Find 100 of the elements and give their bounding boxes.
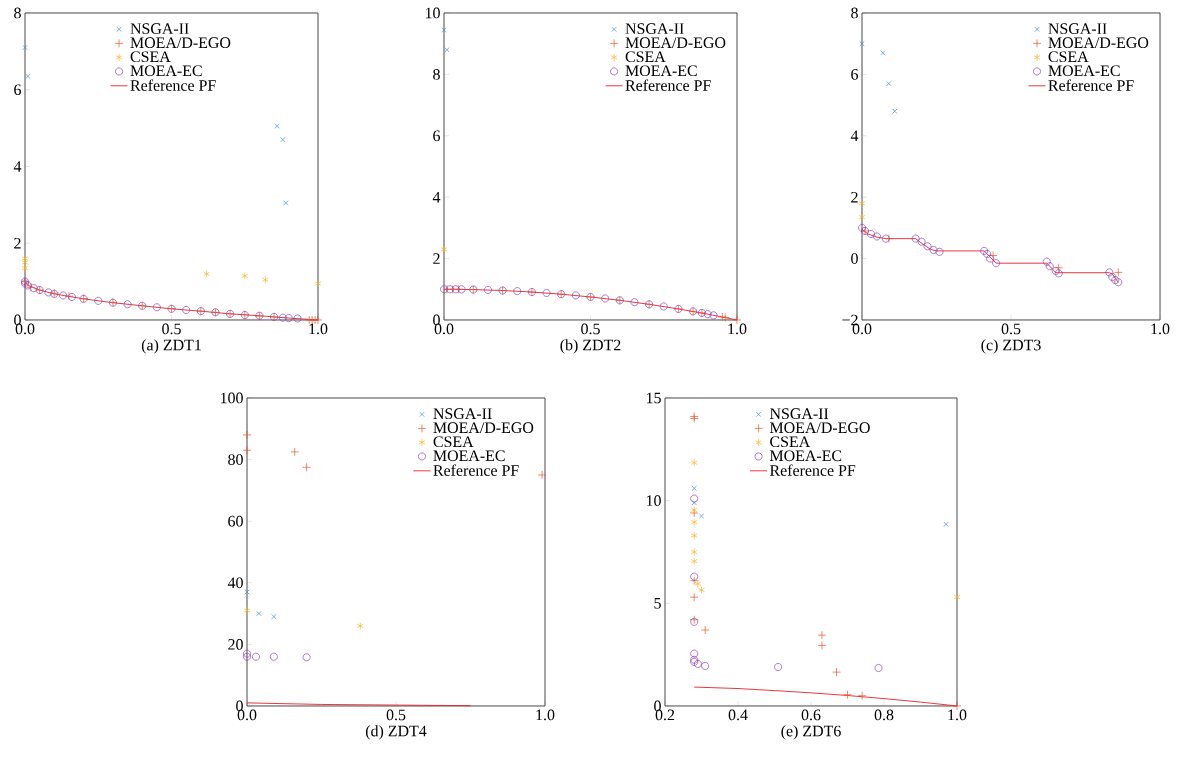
point <box>21 254 29 263</box>
point <box>659 302 668 311</box>
point <box>917 237 926 246</box>
point <box>274 123 280 129</box>
point <box>484 285 492 294</box>
point <box>690 458 698 467</box>
x-tick-label: 1.0 <box>1151 323 1170 335</box>
y-tick-label: 2 <box>14 237 21 249</box>
point <box>867 230 875 238</box>
legend-label: Reference PF <box>625 79 711 91</box>
y-tick-label: 4 <box>850 130 859 142</box>
legend-label: CSEA <box>770 436 811 448</box>
point <box>1114 278 1123 287</box>
point <box>571 291 580 300</box>
legend-label: CSEA <box>1048 51 1089 63</box>
point <box>690 572 699 581</box>
point <box>542 289 551 297</box>
point <box>858 213 866 221</box>
point <box>242 430 252 440</box>
point <box>700 625 710 635</box>
y-tick-label: 60 <box>228 515 243 527</box>
y-tick-label: 6 <box>14 84 22 96</box>
x-tick-label: 0.5 <box>1001 323 1021 335</box>
point <box>698 513 705 519</box>
legend-label: MOEA/D-EGO <box>625 37 726 49</box>
point <box>935 247 944 256</box>
point <box>1054 269 1063 278</box>
legend-label: Reference PF <box>433 464 519 476</box>
y-tick-label: 8 <box>851 7 858 19</box>
point <box>923 242 932 251</box>
point <box>690 557 698 565</box>
y-tick-label: 4 <box>13 161 22 172</box>
legend-label: NSGA-II <box>625 23 684 35</box>
legend-label: MOEA-EC <box>1048 65 1120 77</box>
x-tick-label: 0.6 <box>801 709 821 721</box>
point <box>880 50 886 56</box>
point <box>21 258 29 267</box>
point <box>701 662 710 670</box>
point <box>690 506 698 514</box>
point <box>242 446 252 455</box>
x-axis-title: (b) ZDT2 <box>560 339 621 354</box>
y-tick-label: 8 <box>433 69 440 80</box>
legend-label: CSEA <box>625 51 666 63</box>
y-tick-label: 80 <box>228 454 243 465</box>
x-tick-label: 1.0 <box>728 323 747 335</box>
point <box>709 311 718 320</box>
x-tick-label: 0.5 <box>162 323 181 335</box>
point <box>690 531 698 540</box>
y-tick-label: 2 <box>851 191 858 203</box>
legend-label: MOEA-EC <box>769 450 842 462</box>
point <box>440 245 448 254</box>
point <box>203 270 210 278</box>
point <box>884 234 894 243</box>
point <box>261 275 269 284</box>
point <box>243 649 251 658</box>
point <box>980 246 989 255</box>
point <box>718 312 727 322</box>
point <box>953 593 961 601</box>
y-tick-label: 15 <box>646 392 661 404</box>
point <box>1045 262 1054 271</box>
point <box>774 663 783 671</box>
line-series <box>861 228 1119 283</box>
point <box>872 232 881 241</box>
y-tick-label: 5 <box>654 598 661 609</box>
x-tick-label: 0.5 <box>581 323 600 335</box>
y-tick-label: 8 <box>14 7 21 19</box>
legend-label: Reference PF <box>1048 79 1134 91</box>
legend-label: MOEA/D-EGO <box>769 422 870 434</box>
point <box>94 296 103 305</box>
y-tick-label: 4 <box>432 191 441 203</box>
legend-label: NSGA-II <box>433 408 492 420</box>
x-tick-label: 0.5 <box>386 709 406 721</box>
point <box>843 690 852 700</box>
point <box>243 606 251 615</box>
point <box>1113 268 1123 277</box>
y-tick-label: 2 <box>433 253 440 264</box>
point <box>630 298 639 307</box>
point <box>691 485 697 491</box>
point <box>252 652 260 661</box>
point <box>123 300 132 309</box>
point <box>720 313 730 322</box>
point <box>858 199 866 208</box>
point <box>278 313 287 322</box>
x-tick-label: 0.8 <box>874 709 894 721</box>
legend-label: MOEA/D-EGO <box>130 37 231 49</box>
point <box>283 200 289 206</box>
point <box>892 108 898 114</box>
point <box>293 314 302 323</box>
legend-label: Reference PF <box>130 79 216 91</box>
x-axis-title: (d) ZDT4 <box>365 725 427 740</box>
point <box>690 494 699 503</box>
legend-label: NSGA-II <box>769 408 829 420</box>
x-tick-label: 1.0 <box>309 323 328 335</box>
legend-label: NSGA-II <box>1048 23 1107 35</box>
point <box>513 287 522 296</box>
point <box>302 653 311 662</box>
point <box>693 659 702 668</box>
x-tick-label: 1.0 <box>536 709 555 721</box>
point <box>22 44 28 51</box>
y-tick-label: 20 <box>228 639 243 650</box>
